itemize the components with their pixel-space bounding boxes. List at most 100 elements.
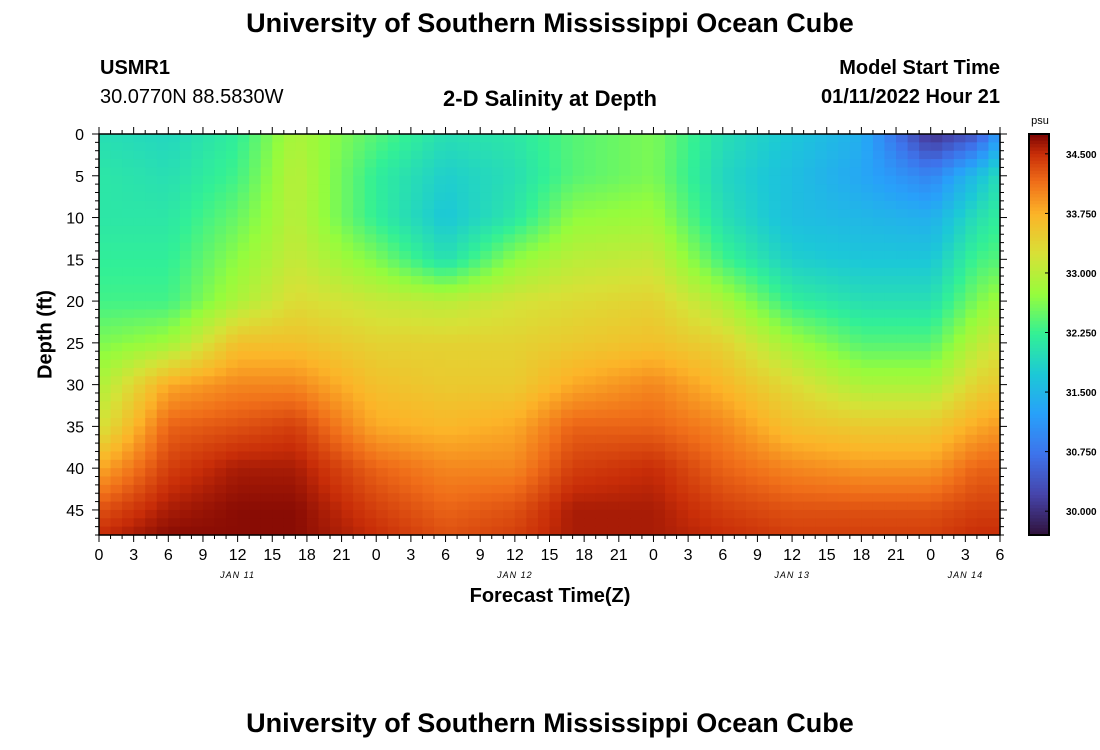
- heatmap-cell: [584, 526, 597, 536]
- heatmap-cell: [792, 359, 805, 369]
- heatmap-cell: [156, 134, 169, 143]
- heatmap-cell: [688, 209, 701, 219]
- heatmap-cell: [930, 409, 943, 419]
- heatmap-cell: [191, 367, 204, 377]
- heatmap-cell: [826, 392, 839, 402]
- heatmap-cell: [919, 175, 932, 185]
- heatmap-cell: [630, 167, 643, 177]
- heatmap-cell: [214, 209, 227, 219]
- heatmap-cell: [433, 184, 447, 194]
- heatmap-cell: [214, 317, 227, 327]
- heatmap-cell: [676, 159, 689, 169]
- heatmap-cell: [480, 468, 493, 478]
- heatmap-cell: [445, 526, 458, 536]
- heatmap-cell: [526, 493, 539, 503]
- heatmap-cell: [734, 418, 747, 427]
- heatmap-cell: [572, 342, 585, 352]
- heatmap-cell: [780, 150, 793, 160]
- heatmap-cell: [976, 451, 990, 461]
- heatmap-cell: [803, 309, 816, 319]
- heatmap-cell: [480, 184, 493, 194]
- heatmap-cell: [607, 317, 620, 327]
- heatmap-cell: [353, 259, 366, 269]
- heatmap-cell: [168, 401, 181, 411]
- heatmap-cell: [653, 184, 666, 194]
- colorbar-tick-label: 30.000: [1066, 507, 1097, 518]
- heatmap-cell: [526, 175, 539, 185]
- heatmap-cell: [838, 509, 851, 519]
- colorbar-segment: [1029, 197, 1049, 202]
- heatmap-cell: [283, 267, 296, 277]
- heatmap-cell: [330, 150, 343, 160]
- heatmap-cell: [665, 167, 678, 177]
- colorbar-segment: [1029, 511, 1049, 516]
- heatmap-cell: [202, 526, 216, 536]
- heatmap-cell: [537, 418, 551, 427]
- heatmap-cell: [295, 242, 308, 252]
- heatmap-cell: [202, 493, 216, 503]
- heatmap-cell: [133, 250, 146, 260]
- heatmap-cell: [930, 259, 943, 269]
- heatmap-cell: [861, 359, 874, 369]
- heatmap-cell: [283, 451, 296, 461]
- heatmap-cell: [410, 342, 424, 352]
- heatmap-cell: [803, 217, 816, 227]
- colorbar-frame: [1028, 133, 1050, 536]
- heatmap-cell: [815, 459, 828, 469]
- heatmap-cell: [364, 259, 377, 269]
- heatmap-cell: [364, 351, 377, 361]
- heatmap-cell: [318, 242, 331, 252]
- heatmap-cell: [768, 351, 782, 361]
- heatmap-cell: [318, 518, 331, 528]
- heatmap-cell: [942, 142, 955, 152]
- heatmap-cell: [260, 459, 273, 469]
- heatmap-cell: [526, 459, 539, 469]
- heatmap-cell: [549, 484, 562, 494]
- heatmap-cell: [99, 167, 112, 177]
- heatmap-cell: [861, 342, 874, 352]
- heatmap-cell: [734, 192, 747, 202]
- heatmap-cell: [433, 200, 447, 210]
- heatmap-cell: [122, 501, 135, 511]
- heatmap-cell: [919, 192, 932, 202]
- heatmap-cell: [399, 317, 412, 327]
- heatmap-cell: [907, 276, 920, 285]
- heatmap-cell: [376, 192, 389, 202]
- heatmap-cell: [826, 434, 839, 444]
- heatmap-cell: [699, 242, 712, 252]
- colorbar-segment: [1029, 291, 1049, 295]
- colorbar-segment: [1029, 377, 1049, 382]
- heatmap-cell: [872, 359, 886, 369]
- heatmap-cell: [965, 426, 978, 436]
- heatmap-cell: [988, 334, 1001, 344]
- heatmap-cell: [965, 134, 978, 143]
- heatmap-cell: [468, 242, 481, 252]
- heatmap-cell: [849, 401, 862, 411]
- heatmap-cell: [815, 276, 828, 285]
- heatmap-cell: [665, 217, 678, 227]
- heatmap-cell: [572, 351, 585, 361]
- heatmap-cell: [630, 276, 643, 285]
- heatmap-cell: [364, 418, 377, 427]
- heatmap-cell: [133, 493, 146, 503]
- heatmap-cell: [179, 426, 193, 436]
- heatmap-cell: [919, 367, 932, 377]
- heatmap-cell: [838, 376, 851, 386]
- heatmap-cell: [653, 468, 666, 478]
- heatmap-cell: [861, 476, 874, 486]
- heatmap-cell: [815, 376, 828, 386]
- heatmap-cell: [376, 518, 389, 528]
- heatmap-cell: [757, 409, 770, 419]
- heatmap-cell: [745, 225, 759, 235]
- heatmap-cell: [584, 334, 597, 344]
- heatmap-cell: [849, 418, 862, 427]
- heatmap-cell: [202, 509, 216, 519]
- heatmap-cell: [341, 509, 354, 519]
- colorbar-segment: [1029, 334, 1049, 339]
- heatmap-cell: [907, 392, 920, 402]
- heatmap-cell: [341, 192, 354, 202]
- heatmap-cell: [930, 501, 943, 511]
- heatmap-cell: [849, 175, 862, 185]
- heatmap-cell: [595, 351, 608, 361]
- heatmap-cell: [872, 234, 886, 244]
